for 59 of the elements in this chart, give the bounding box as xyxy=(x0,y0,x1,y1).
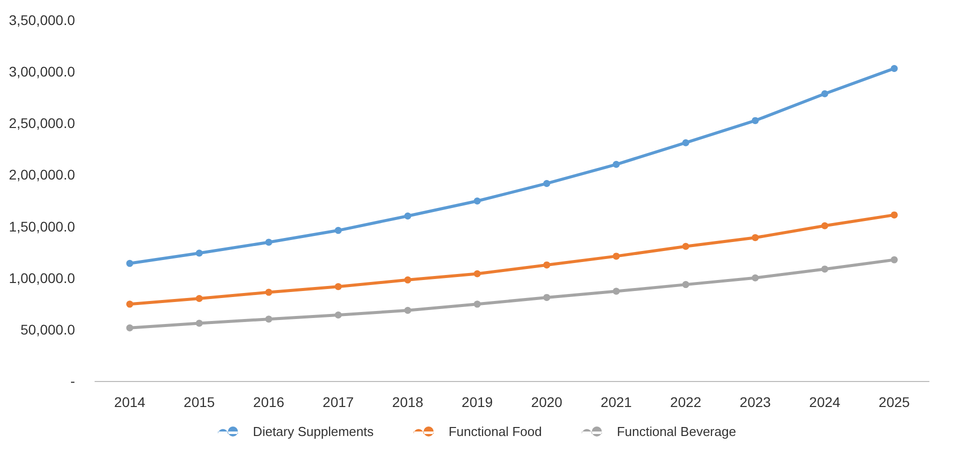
point xyxy=(543,180,550,187)
point xyxy=(334,283,342,290)
x-tick-label: 2024 xyxy=(809,394,841,410)
point xyxy=(821,222,828,230)
point xyxy=(682,242,690,250)
x-tick-label: 2018 xyxy=(392,394,424,410)
point xyxy=(404,276,412,284)
point xyxy=(126,260,134,267)
point xyxy=(612,288,620,295)
point xyxy=(404,306,412,314)
point xyxy=(752,274,759,282)
x-tick-label: 2014 xyxy=(114,394,146,410)
point xyxy=(612,160,620,168)
y-tick-label: - xyxy=(70,373,76,389)
y-tick-label: 2,00,000.0 xyxy=(8,166,76,183)
y-tick-label: 50,000.0 xyxy=(20,321,76,338)
y-tick-label: 2,50,000.0 xyxy=(8,115,76,132)
x-tick-label: 2023 xyxy=(740,394,772,410)
point xyxy=(196,320,203,327)
x-tick-label: 2020 xyxy=(531,394,563,410)
legend-label: Dietary Supplements xyxy=(252,424,374,439)
y-tick-label: 3,00,000.0 xyxy=(8,64,76,80)
x-tick-label: 2015 xyxy=(184,394,216,410)
legend-label: Functional Food xyxy=(448,424,542,439)
point xyxy=(752,117,759,124)
point xyxy=(821,90,828,98)
y-tick-label: 1,50,000.0 xyxy=(8,218,76,234)
point xyxy=(265,288,272,296)
point xyxy=(126,324,134,332)
point xyxy=(265,316,272,323)
point xyxy=(474,300,481,308)
x-tick-label: 2021 xyxy=(600,394,632,410)
point xyxy=(126,300,134,308)
y-tick-label: 3,50,000.0 xyxy=(8,12,76,28)
point xyxy=(543,261,550,268)
point xyxy=(334,226,342,234)
point xyxy=(474,270,481,278)
x-tick-label: 2019 xyxy=(462,394,494,410)
point xyxy=(752,234,759,242)
x-tick-label: 2022 xyxy=(670,394,702,410)
point xyxy=(474,198,481,205)
point xyxy=(543,294,550,301)
point xyxy=(682,139,690,146)
point xyxy=(265,238,272,246)
point xyxy=(404,212,412,220)
point xyxy=(612,252,620,260)
legend-label: Functional Beverage xyxy=(616,424,736,439)
point xyxy=(821,266,828,273)
point xyxy=(196,250,203,257)
point xyxy=(890,211,898,218)
x-tick-label: 2025 xyxy=(878,394,910,410)
point xyxy=(334,311,342,318)
y-tick-label: 1,00,000.0 xyxy=(8,270,76,286)
point xyxy=(890,256,898,264)
point xyxy=(196,294,203,302)
x-tick-label: 2016 xyxy=(253,394,285,410)
point xyxy=(890,64,898,72)
x-tick-label: 2017 xyxy=(322,394,354,410)
point xyxy=(682,281,690,288)
